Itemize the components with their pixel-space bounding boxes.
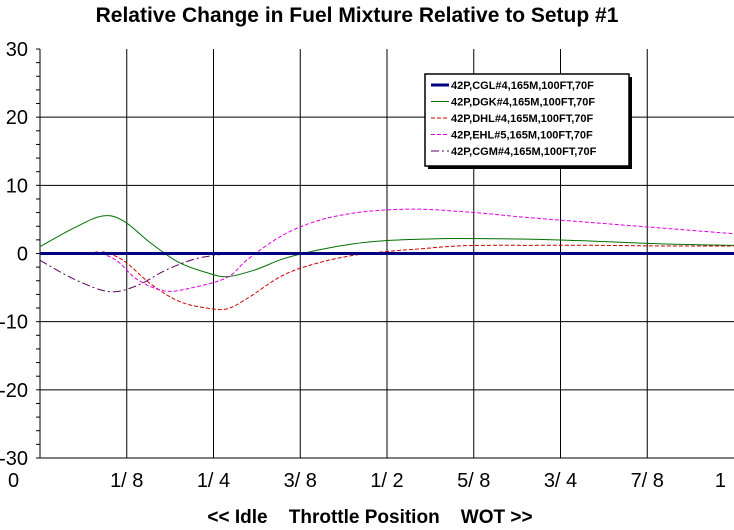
- x-tick-label: 1/ 2: [370, 470, 403, 492]
- y-tick-label: -20: [0, 380, 28, 402]
- legend-box: [424, 73, 630, 167]
- legend-label: 42P,CGM#4,165M,100FT,70F: [451, 146, 597, 158]
- y-tick-label: 10: [6, 175, 28, 197]
- x-tick-label: 0: [8, 470, 19, 492]
- x-tick-label: 3/ 4: [544, 470, 577, 492]
- legend-label: 42P,DGK#4,165M,100FT,70F: [451, 97, 595, 109]
- y-tick-label: -10: [0, 312, 28, 334]
- series-line-4: [95, 208, 734, 292]
- series-line-3: [102, 244, 734, 311]
- series-line-2: [39, 215, 734, 278]
- x-tick-label: 3/ 8: [284, 470, 317, 492]
- y-tick-label: 20: [6, 107, 28, 129]
- legend-label: 42P,DHL#4,165M,100FT,70F: [451, 113, 594, 125]
- y-tick-label: -30: [0, 448, 28, 470]
- x-tick-label: 1: [715, 470, 726, 492]
- y-tick-label: 30: [6, 39, 28, 61]
- legend-label: 42P,EHL#5,165M,100FT,70F: [451, 130, 593, 142]
- legend: 42P,CGL#4,165M,100FT,70F 42P,DGK#4,165M,1…: [424, 73, 632, 169]
- x-axis-label: << Idle Throttle Position WOT >>: [207, 507, 532, 528]
- series-layer: [39, 208, 734, 311]
- y-tick-label: 0: [17, 244, 28, 266]
- x-tick-label: 5/ 8: [457, 470, 490, 492]
- x-tick-label: 1/ 8: [110, 470, 143, 492]
- x-tick-label: 1/ 4: [197, 470, 230, 492]
- x-tick-label: 7/ 8: [631, 470, 664, 492]
- chart-title: Relative Change in Fuel Mixture Relative…: [96, 4, 619, 27]
- legend-label: 42P,CGL#4,165M,100FT,70F: [451, 80, 594, 92]
